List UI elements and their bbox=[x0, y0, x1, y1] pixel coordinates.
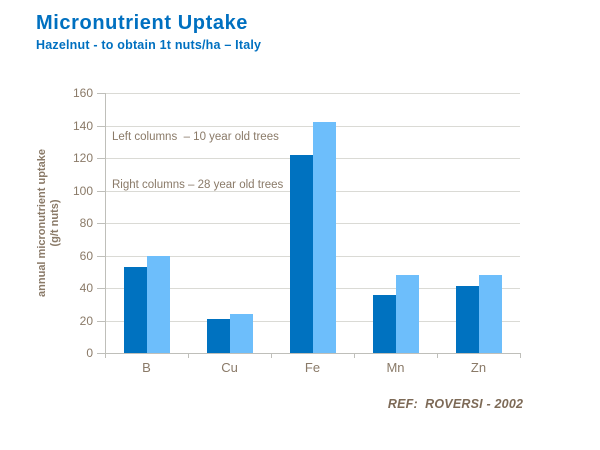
y-axis-line bbox=[105, 93, 106, 353]
y-tick-140 bbox=[97, 125, 105, 127]
y-tick-label-140: 140 bbox=[72, 118, 93, 133]
bar-Zn-28-year-old-trees bbox=[478, 275, 502, 353]
chart-title: Micronutrient Uptake bbox=[36, 12, 249, 34]
reference-note: REF: ROVERSI - 2002 bbox=[387, 397, 524, 411]
x-tick-4 bbox=[437, 353, 438, 358]
x-tick-0 bbox=[105, 353, 106, 358]
bar-Mn-28-year-old-trees bbox=[395, 275, 419, 353]
y-tick-120 bbox=[97, 158, 105, 159]
chart-subtitle: Hazelnut - to obtain 1t nuts/ha – Italy bbox=[36, 38, 262, 52]
legend-series-2-label: Right columns – 28 year old trees bbox=[112, 179, 284, 191]
gridline-0 bbox=[105, 353, 520, 354]
bar-Fe-10-year-old-trees bbox=[289, 154, 313, 353]
x-tick-2 bbox=[271, 353, 272, 358]
legend-series-1-label: Left columns – 10 year old trees bbox=[112, 131, 279, 143]
y-tick-label-120: 120 bbox=[72, 151, 93, 165]
y-tick-20 bbox=[97, 320, 105, 322]
bar-B-28-year-old-trees bbox=[146, 255, 170, 353]
y-tick-40 bbox=[97, 288, 105, 289]
x-tick-1 bbox=[188, 353, 189, 358]
bar-Fe-28-year-old-trees bbox=[312, 122, 336, 353]
x-tick-end bbox=[520, 353, 521, 358]
bar-Cu-28-year-old-trees bbox=[229, 314, 253, 353]
y-tick-0 bbox=[97, 353, 105, 354]
y-tick-100 bbox=[97, 190, 105, 192]
x-tick-label-Mn: Mn bbox=[386, 360, 405, 375]
bar-Zn-10-year-old-trees bbox=[455, 286, 479, 353]
x-tick-label-Zn: Zn bbox=[470, 360, 487, 375]
y-tick-label-160: 160 bbox=[72, 86, 93, 100]
y-tick-label-60: 60 bbox=[79, 248, 93, 263]
y-tick-80 bbox=[97, 223, 105, 224]
y-tick-label-20: 20 bbox=[79, 313, 93, 328]
bar-Cu-10-year-old-trees bbox=[206, 318, 230, 353]
y-tick-label-0: 0 bbox=[86, 346, 93, 360]
y-tick-60 bbox=[97, 255, 105, 257]
x-tick-label-Fe: Fe bbox=[304, 360, 321, 375]
y-axis-title-line1: annual micronutrient uptake bbox=[36, 149, 48, 297]
legend: Left columns – 10 year old trees Right c… bbox=[112, 97, 283, 225]
gridline-160 bbox=[105, 93, 520, 94]
x-tick-3 bbox=[354, 353, 355, 358]
x-tick-label-B: B bbox=[142, 360, 151, 375]
y-tick-label-80: 80 bbox=[79, 216, 93, 230]
y-tick-label-40: 40 bbox=[79, 281, 93, 295]
y-tick-label-100: 100 bbox=[72, 183, 93, 198]
x-tick-label-Cu: Cu bbox=[221, 360, 238, 375]
y-tick-160 bbox=[97, 93, 105, 94]
bar-Mn-10-year-old-trees bbox=[372, 294, 396, 353]
bar-B-10-year-old-trees bbox=[123, 266, 147, 353]
